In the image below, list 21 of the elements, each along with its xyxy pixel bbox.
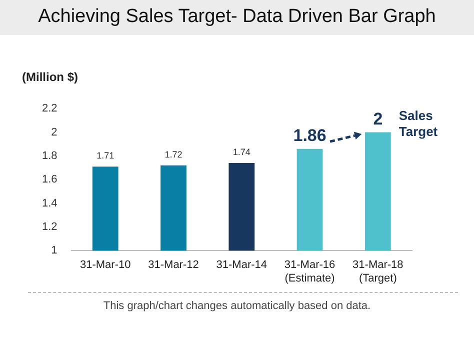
y-tick-label: 1 — [51, 244, 58, 257]
data-label: 1.72 — [164, 149, 182, 160]
y-tick-label: 1.8 — [42, 150, 58, 162]
y-tick-label: 1.2 — [42, 220, 58, 233]
chart-title: Achieving Sales Target- Data Driven Bar Graph — [37, 6, 437, 28]
x-tick-label: 31-Mar-18 (Target) — [352, 259, 404, 284]
data-label: 1.74 — [232, 147, 250, 158]
data-label: 1.71 — [96, 150, 114, 161]
y-tick-label: 1.4 — [42, 197, 58, 210]
x-tick-label: 31-Mar-16 (Estimate) — [284, 259, 336, 284]
x-tick-label: 31-Mar-12 — [148, 259, 199, 272]
text: This graph/chart changes automatically based on data. — [102, 300, 372, 312]
y-tick-label: 2 — [51, 126, 58, 138]
data-label: 2 — [373, 109, 383, 128]
y-tick-label: 2.2 — [42, 102, 58, 115]
x-tick-label: 31-Mar-14 — [216, 259, 268, 272]
x-tick-label: 31-Mar-10 — [80, 259, 131, 272]
y-axis-title: (Million $) — [22, 70, 78, 84]
y-tick-label: 1.6 — [42, 174, 58, 186]
annotation: Sales Target — [398, 108, 438, 139]
data-label: 1.86 — [293, 126, 326, 146]
